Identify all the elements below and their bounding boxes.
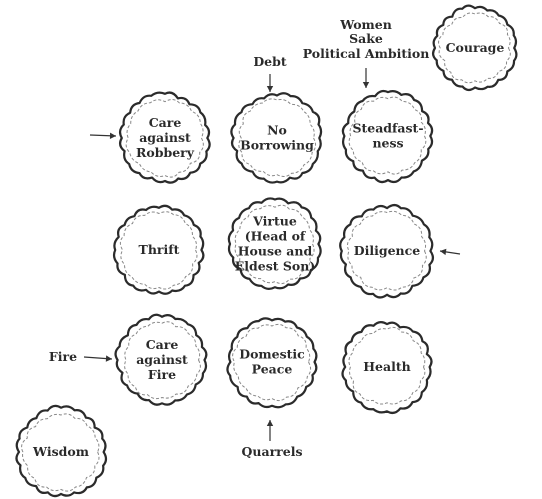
node-steadfastness: Steadfast-ness xyxy=(341,89,434,184)
annotation-quarrels: Quarrels xyxy=(242,444,303,459)
node-blob xyxy=(431,4,518,92)
annotation-debt: Debt xyxy=(253,54,287,69)
node-blob-texture xyxy=(124,321,201,400)
node-blob xyxy=(15,404,108,498)
node-blob-texture xyxy=(238,98,317,177)
node-diligence: Diligence xyxy=(339,203,434,299)
node-label-line: Diligence xyxy=(354,243,420,258)
arrow-women-sake-political-ambition xyxy=(362,68,370,88)
annotation-label: Women xyxy=(339,17,392,32)
node-label-line: No xyxy=(267,123,287,138)
annotation-label: Political Ambition xyxy=(303,46,430,61)
node-label-line: ness xyxy=(372,136,403,151)
node-label-line: Care xyxy=(149,115,182,130)
node-wisdom: Wisdom xyxy=(15,404,108,498)
annotation-label: Fire xyxy=(49,349,77,364)
annotation-label: Debt xyxy=(253,54,287,69)
arrow-to-care-against-robbery xyxy=(89,132,117,139)
node-label-line: Domestic xyxy=(239,347,305,362)
node-blob-texture xyxy=(348,96,427,175)
node-label-line: Wisdom xyxy=(32,444,89,459)
node-label-line: Care xyxy=(146,337,179,352)
node-label-line: Steadfast- xyxy=(352,121,423,136)
annotation-fire: Fire xyxy=(49,349,77,364)
node-blob xyxy=(226,317,318,409)
node-blob-texture xyxy=(438,12,511,84)
node-blob xyxy=(341,321,433,415)
node-label-line: Health xyxy=(363,359,410,374)
node-blob xyxy=(114,313,208,406)
node-blob xyxy=(227,197,322,290)
node-thrift: Thrift xyxy=(112,204,205,295)
node-blob xyxy=(112,204,205,295)
arrow-debt xyxy=(266,74,274,92)
node-blob-texture xyxy=(348,326,426,405)
node-label-line: Robbery xyxy=(136,145,195,160)
annotation-label: Quarrels xyxy=(242,444,303,459)
node-blob xyxy=(118,91,211,184)
node-courage: Courage xyxy=(431,4,518,92)
node-label-line: House and xyxy=(238,244,313,259)
node-label-line: Fire xyxy=(148,367,176,382)
node-health: Health xyxy=(341,321,433,415)
arrow-to-diligence xyxy=(439,248,461,256)
node-label-line: (Head of xyxy=(245,229,307,244)
node-label-line: Borrowing xyxy=(240,138,314,153)
node-label-line: Virtue xyxy=(252,214,297,229)
node-label-line: Peace xyxy=(252,362,293,377)
node-blob-texture xyxy=(234,204,315,285)
node-blob-texture xyxy=(21,413,100,492)
node-label-line: Eldest Son) xyxy=(235,259,316,274)
node-label-line: against xyxy=(139,130,191,145)
node-label-line: Thrift xyxy=(139,242,180,257)
arrow-fire xyxy=(83,355,113,362)
node-label-line: Courage xyxy=(446,40,505,55)
annotation-label: Sake xyxy=(349,31,383,46)
node-blob-texture xyxy=(119,211,198,290)
node-blob xyxy=(339,203,434,299)
node-label-line: against xyxy=(136,352,188,367)
node-blob-texture xyxy=(125,99,204,178)
node-blob xyxy=(341,89,434,184)
arrow-quarrels xyxy=(266,420,274,441)
node-blob xyxy=(230,92,323,184)
node-blob-texture xyxy=(232,323,312,402)
